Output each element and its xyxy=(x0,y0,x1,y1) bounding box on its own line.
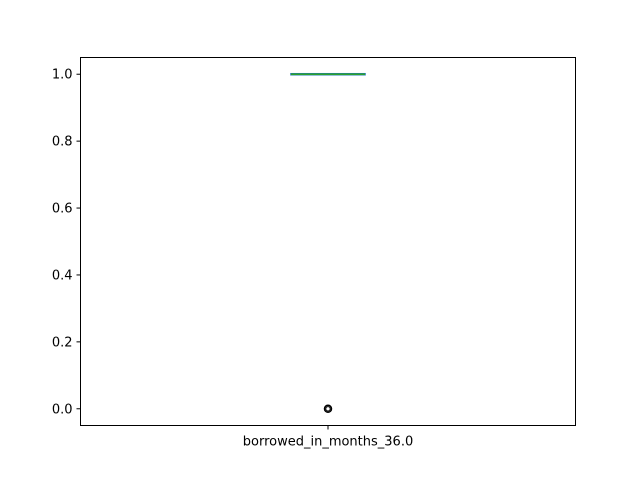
plot-area xyxy=(80,57,576,426)
y-tick-label: 0.4 xyxy=(52,268,73,283)
y-tick-label: 0.0 xyxy=(52,402,73,417)
boxes xyxy=(290,72,366,414)
outlier-point xyxy=(325,406,331,412)
y-tick-label: 0.8 xyxy=(52,135,73,150)
x-tick-label: borrowed_in_months_36.0 xyxy=(243,435,413,450)
y-tick-label: 0.6 xyxy=(52,202,73,217)
y-tick-label: 0.2 xyxy=(52,335,73,350)
y-tick-label: 1.0 xyxy=(52,68,73,83)
y-axis: 0.0 0.2 0.4 0.6 0.8 1.0 xyxy=(52,68,81,417)
x-axis: borrowed_in_months_36.0 xyxy=(243,425,413,450)
outlier-point xyxy=(323,404,333,414)
